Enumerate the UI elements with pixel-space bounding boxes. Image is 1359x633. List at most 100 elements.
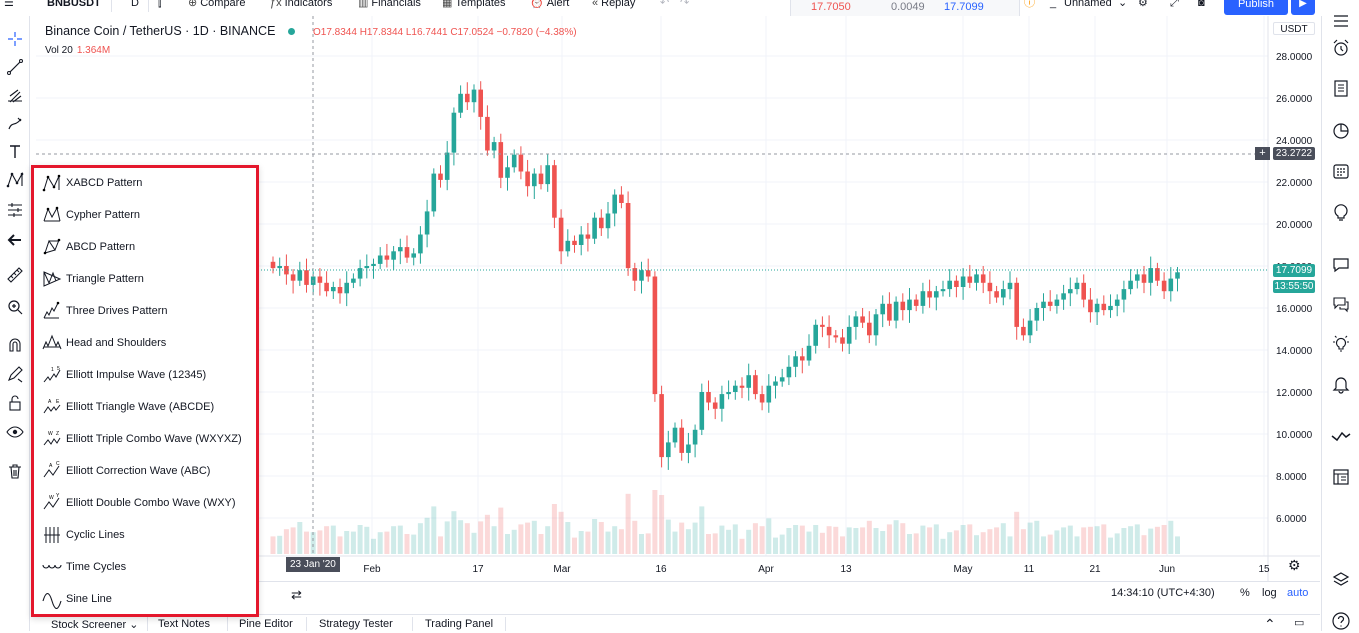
data-window-icon[interactable] bbox=[1329, 76, 1353, 100]
chart-style-icon[interactable]: ⫿ bbox=[158, 0, 162, 9]
redo-icon[interactable]: ↷ bbox=[680, 0, 690, 9]
wave-line-icon[interactable] bbox=[1329, 424, 1353, 448]
hotlist-icon[interactable] bbox=[1329, 119, 1353, 143]
menu-icon[interactable]: ☰ bbox=[4, 0, 14, 9]
magnet-icon[interactable] bbox=[3, 334, 27, 356]
maximize-panel-icon[interactable]: ▭ bbox=[1294, 617, 1305, 629]
volume-bar bbox=[1007, 536, 1013, 554]
tab-trading-panel[interactable]: Trading Panel bbox=[425, 618, 494, 630]
tab-pine-editor[interactable]: Pine Editor bbox=[239, 618, 293, 630]
tab-text-notes[interactable]: Text Notes bbox=[158, 618, 210, 630]
crosshair-icon[interactable] bbox=[3, 28, 27, 50]
ideas-bulb-icon[interactable] bbox=[1329, 200, 1353, 224]
clock-timezone[interactable]: 14:34:10 (UTC+4:30) bbox=[1111, 587, 1215, 599]
candle-body bbox=[1094, 303, 1100, 313]
menu-item-cypher-pattern[interactable]: Cypher Pattern bbox=[42, 201, 252, 229]
undo-icon[interactable]: ↶ bbox=[660, 0, 670, 9]
menu-item-three-drives-pattern[interactable]: Three Drives Pattern bbox=[42, 297, 252, 325]
fullscreen-icon[interactable]: ⤢ bbox=[1170, 0, 1179, 9]
time-axis[interactable]: Feb 17 Mar 16 Apr 13 May 11 21 Jun 15 bbox=[363, 564, 1270, 575]
arrow-left-icon[interactable] bbox=[3, 229, 27, 251]
signals-bulb-icon[interactable] bbox=[1329, 331, 1353, 355]
patterns-icon[interactable] bbox=[3, 169, 27, 191]
crosshair-plus-icon[interactable]: + bbox=[1255, 147, 1270, 160]
menu-item-xabcd-pattern[interactable]: XABCD Pattern bbox=[42, 169, 252, 197]
financials-button[interactable]: ▥ Financials bbox=[358, 0, 421, 11]
prediction-tools-icon[interactable] bbox=[3, 199, 27, 221]
date-range-icon[interactable]: ⇄ bbox=[291, 587, 302, 602]
notifications-bell-icon[interactable] bbox=[1329, 372, 1353, 396]
toolbar-divider bbox=[111, 0, 112, 12]
templates-button[interactable]: ▦ Templates bbox=[442, 0, 506, 11]
fib-tools-icon[interactable] bbox=[3, 85, 27, 107]
menu-item-elliott-triangle-wave[interactable]: A E Elliott Triangle Wave (ABCDE) bbox=[42, 393, 252, 421]
layers-icon[interactable] bbox=[1329, 568, 1353, 592]
stay-in-drawing-mode-icon[interactable] bbox=[3, 363, 27, 385]
svg-text:W: W bbox=[48, 431, 53, 437]
info-icon[interactable]: ⓘ bbox=[1024, 0, 1035, 9]
indicators-button[interactable]: ƒx Indicators bbox=[270, 0, 332, 11]
menu-item-time-cycles[interactable]: Time Cycles bbox=[42, 553, 252, 581]
menu-item-cyclic-lines[interactable]: Cyclic Lines bbox=[42, 521, 252, 549]
minimize-icon[interactable]: _ bbox=[1050, 0, 1057, 9]
financials-label: Financials bbox=[371, 0, 421, 9]
trash-icon[interactable] bbox=[3, 460, 27, 482]
watchlist-icon[interactable] bbox=[1329, 10, 1353, 34]
layout-name-button[interactable]: Unnamed bbox=[1064, 0, 1112, 9]
eye-icon[interactable] bbox=[3, 421, 27, 443]
trend-line-icon[interactable] bbox=[3, 56, 27, 78]
log-toggle[interactable]: log bbox=[1262, 587, 1277, 599]
alert-button[interactable]: ⏰ Alert bbox=[530, 0, 569, 11]
compare-button[interactable]: ⊕ Compare bbox=[188, 0, 245, 11]
camera-icon[interactable]: ◙ bbox=[1198, 0, 1205, 9]
play-icon[interactable]: ▶ bbox=[1291, 0, 1315, 15]
auto-toggle[interactable]: auto bbox=[1287, 587, 1309, 599]
tab-strategy-tester[interactable]: Strategy Tester bbox=[319, 618, 393, 630]
volume-bar bbox=[893, 520, 899, 554]
percent-toggle[interactable]: % bbox=[1240, 587, 1250, 599]
axis-settings-icon[interactable]: ⚙ bbox=[1288, 557, 1301, 573]
dom-panel-icon[interactable] bbox=[1329, 465, 1353, 489]
menu-item-sine-line[interactable]: Sine Line bbox=[42, 585, 252, 613]
replay-button[interactable]: «Replay bbox=[592, 0, 635, 11]
menu-item-elliott-triple-combo-wave[interactable]: W Z Elliott Triple Combo Wave (WXYXZ) bbox=[42, 425, 252, 453]
menu-item-head-and-shoulders[interactable]: Head and Shoulders bbox=[42, 329, 252, 357]
menu-item-label: Elliott Double Combo Wave (WXY) bbox=[66, 497, 236, 509]
zoom-in-icon[interactable] bbox=[3, 296, 27, 318]
volume-bar bbox=[913, 533, 919, 554]
lock-icon[interactable] bbox=[3, 392, 27, 414]
menu-item-label: Sine Line bbox=[66, 593, 112, 605]
ruler-icon[interactable] bbox=[3, 264, 27, 286]
currency-label[interactable]: USDT bbox=[1273, 22, 1315, 35]
alarm-clock-icon[interactable] bbox=[1329, 36, 1353, 60]
chats-icon[interactable] bbox=[1329, 292, 1353, 316]
text-icon[interactable] bbox=[3, 141, 27, 163]
price-chart[interactable]: 6.0000 8.0000 10.0000 12.0000 14.0000 16.0000… bbox=[36, 16, 1320, 581]
sell-price[interactable]: 17.7050 bbox=[811, 1, 851, 13]
menu-item-triangle-pattern[interactable]: Triangle Pattern bbox=[42, 265, 252, 293]
collapse-panel-icon[interactable]: ⌃ bbox=[1264, 616, 1276, 632]
menu-item-abcd-pattern[interactable]: ABCD Pattern bbox=[42, 233, 252, 261]
interval-button[interactable]: D bbox=[131, 0, 139, 9]
calendar-icon[interactable] bbox=[1329, 159, 1353, 183]
candle-body bbox=[974, 274, 979, 283]
volume-bar bbox=[907, 534, 912, 554]
streams-chat-icon[interactable] bbox=[1329, 253, 1353, 277]
menu-item-elliott-impulse-wave[interactable]: 1 5 Elliott Impulse Wave (12345) bbox=[42, 361, 252, 389]
candle-body bbox=[525, 171, 530, 187]
volume-bar bbox=[779, 534, 785, 554]
menu-item-elliott-double-combo-wave[interactable]: W Y Elliott Double Combo Wave (WXY) bbox=[42, 489, 252, 517]
tab-stock-screener[interactable]: Stock Screener ⌄ bbox=[51, 618, 138, 632]
publish-button[interactable]: Publish bbox=[1224, 0, 1288, 15]
gear-icon[interactable]: ⚙ bbox=[1138, 0, 1148, 9]
chevron-down-icon[interactable]: ⌄ bbox=[1118, 0, 1128, 9]
alert-label: Alert bbox=[546, 0, 570, 9]
price-tick-label: 12.0000 bbox=[1276, 388, 1313, 399]
top-toolbar: ☰ BNBUSDT D ⫿ ⊕ Compare ƒx Indicators ▥ Fin… bbox=[0, 0, 1359, 16]
buy-price[interactable]: 17.7099 bbox=[944, 1, 984, 13]
brush-icon[interactable] bbox=[3, 113, 27, 135]
help-icon[interactable] bbox=[1329, 609, 1353, 633]
symbol-search-button[interactable]: BNBUSDT bbox=[47, 0, 101, 9]
candle-body bbox=[739, 385, 745, 388]
menu-item-elliott-correction-wave[interactable]: A C Elliott Correction Wave (ABC) bbox=[42, 457, 252, 485]
